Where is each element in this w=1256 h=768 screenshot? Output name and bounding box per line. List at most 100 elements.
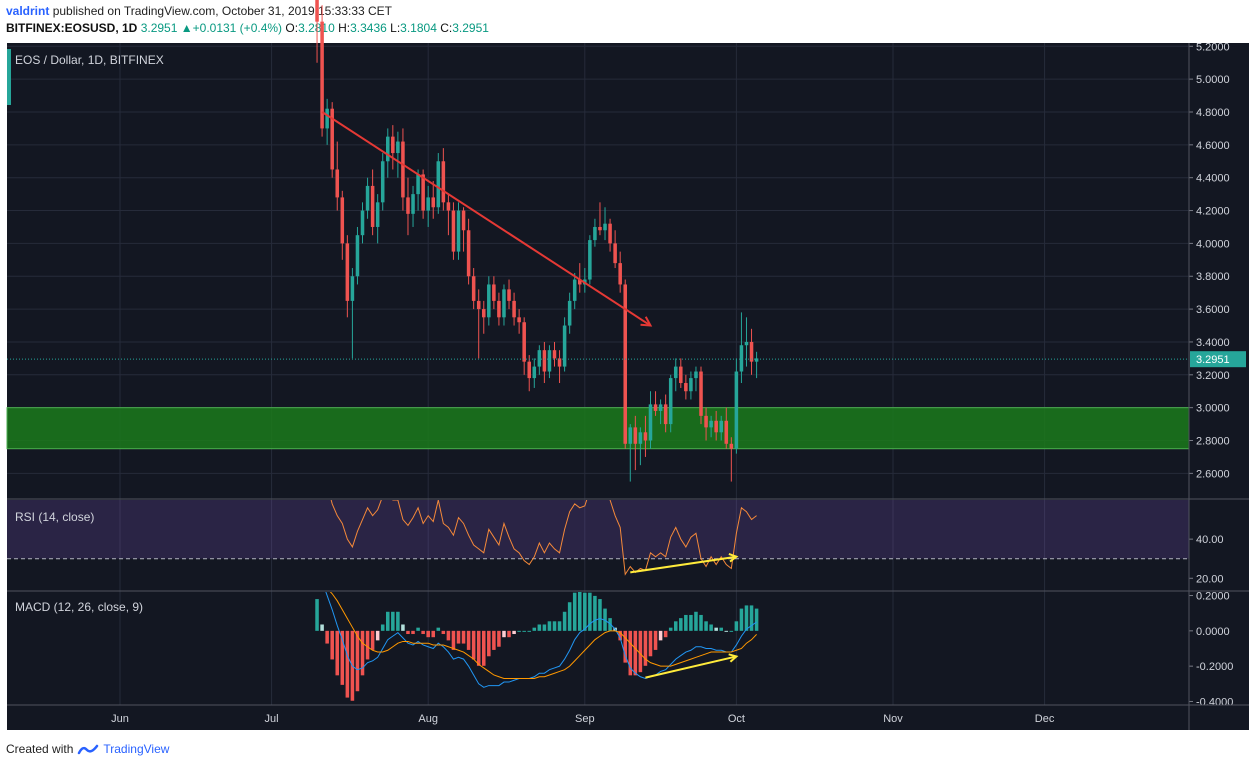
macd-tick-label: 0.0000	[1196, 626, 1230, 638]
up-triangle-icon: ▲	[180, 21, 193, 35]
candle-body	[547, 350, 552, 372]
candle-body	[517, 317, 521, 323]
macd-histogram-bar	[638, 630, 643, 673]
macd-histogram-bar	[391, 611, 395, 631]
x-tick-label: Aug	[418, 713, 438, 725]
macd-histogram-bar	[719, 627, 723, 631]
side-marker	[7, 49, 11, 105]
open-value: 3.2810	[298, 21, 335, 35]
candle-body	[588, 240, 592, 280]
macd-tick-label: 0.2000	[1196, 591, 1230, 603]
candle-body	[613, 243, 617, 264]
candle-body	[749, 341, 754, 362]
macd-histogram-bar	[476, 630, 481, 666]
candle-body	[537, 350, 542, 367]
candle-body	[709, 420, 713, 428]
y-tick-label: 3.0000	[1196, 403, 1230, 415]
candle-body	[355, 235, 360, 277]
macd-histogram-bar	[360, 630, 365, 676]
macd-histogram-bar	[431, 630, 436, 638]
candle-body	[689, 378, 693, 392]
candle-body	[370, 185, 375, 227]
candle-body	[572, 279, 577, 301]
candle-body	[699, 371, 703, 416]
macd-histogram-bar	[487, 630, 491, 657]
y-tick-label: 5.2000	[1196, 41, 1230, 53]
candle-body	[593, 226, 597, 241]
price-pane-title: EOS / Dollar, 1D, BITFINEX	[15, 53, 164, 67]
macd-histogram-bar	[593, 595, 597, 631]
candle-body	[663, 404, 668, 425]
candle-body	[386, 136, 390, 162]
open-label: O:	[285, 21, 299, 35]
signal-line	[329, 592, 757, 680]
macd-histogram-bar	[598, 599, 602, 631]
rsi-pane-title: RSI (14, close)	[15, 510, 94, 524]
macd-histogram-bar	[426, 630, 430, 638]
macd-histogram-bar	[744, 605, 749, 631]
candle-body	[643, 432, 648, 441]
candle-body	[401, 141, 405, 198]
macd-histogram-bar	[365, 630, 370, 660]
candle-body	[694, 371, 698, 379]
candle-body	[315, 0, 319, 22]
tradingview-brand[interactable]: TradingView	[103, 742, 170, 756]
candle-body	[673, 366, 678, 379]
macd-histogram-bar	[673, 621, 678, 631]
macd-histogram-bar	[537, 624, 542, 631]
macd-divergence-arrowhead	[728, 653, 739, 663]
macd-histogram-bar	[684, 614, 688, 631]
rsi-tick-label: 20.00	[1196, 573, 1224, 585]
macd-histogram-bar	[679, 618, 683, 631]
macd-histogram-bar	[461, 630, 466, 644]
low-value: 3.1804	[400, 21, 437, 35]
macd-histogram-bar	[502, 630, 506, 638]
macd-histogram-bar	[694, 611, 698, 631]
macd-histogram-bar	[401, 624, 405, 631]
macd-histogram-bar	[330, 630, 334, 660]
low-label: L:	[390, 21, 401, 35]
y-tick-label: 3.8000	[1196, 271, 1230, 283]
y-tick-label: 3.6000	[1196, 304, 1230, 316]
candle-body	[487, 284, 491, 318]
macd-histogram-bar	[653, 630, 658, 650]
macd-histogram-bar	[643, 630, 648, 666]
y-tick-label: 3.4000	[1196, 337, 1230, 349]
candle-body	[603, 223, 607, 231]
candle-body	[365, 185, 370, 211]
macd-histogram-bar	[557, 621, 562, 631]
publish-text: published on TradingView.com, October 31…	[52, 4, 393, 18]
macd-histogram-bar	[497, 630, 501, 647]
rsi-divergence-line	[630, 555, 737, 574]
candle-body	[456, 210, 461, 252]
candle-body	[754, 358, 759, 362]
macd-histogram-bar	[315, 599, 319, 631]
candle-body	[734, 371, 739, 449]
macd-histogram-bar	[734, 621, 739, 631]
candle-body	[380, 161, 385, 203]
y-tick-label: 4.2000	[1196, 206, 1230, 218]
rsi-band	[7, 500, 1189, 559]
candle-body	[567, 300, 572, 326]
x-tick-label: Jun	[111, 713, 129, 725]
candle-body	[426, 197, 430, 211]
macd-histogram-bar	[709, 624, 713, 631]
y-tick-label: 3.2000	[1196, 370, 1230, 382]
candle-body	[628, 427, 633, 444]
macd-histogram-bar	[603, 608, 607, 631]
author-name[interactable]: valdrint	[6, 4, 50, 18]
candle-body	[466, 230, 471, 277]
candle-body	[577, 279, 582, 285]
symbol-label: BITFINEX:EOSUSD, 1D	[6, 21, 138, 35]
macd-tick-label: -0.4000	[1196, 696, 1233, 708]
candle-body	[532, 366, 537, 379]
macd-histogram-bar	[335, 630, 340, 676]
y-tick-label: 2.8000	[1196, 436, 1230, 448]
candle-body	[411, 194, 415, 214]
candle-body	[330, 108, 334, 170]
macd-histogram-bar	[325, 630, 329, 644]
candle-body	[512, 300, 516, 318]
close-label: C:	[440, 21, 453, 35]
trendline-arrowhead	[640, 316, 653, 327]
